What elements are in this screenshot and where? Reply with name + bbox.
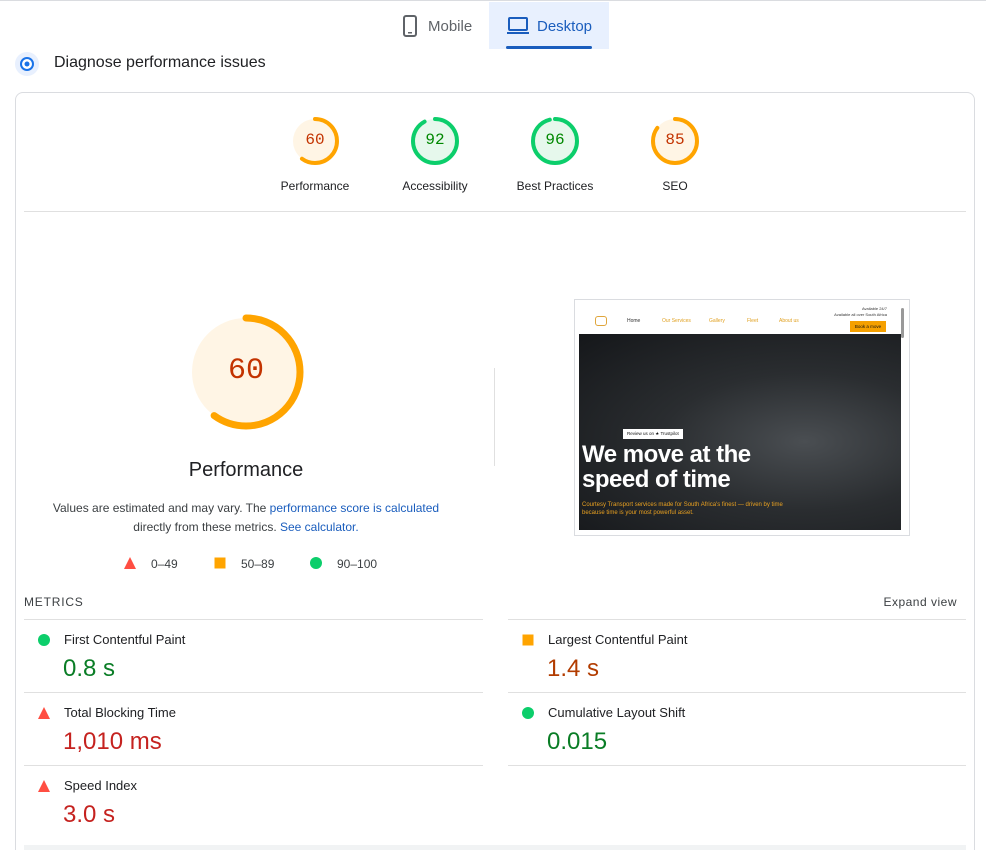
gauge-bg bbox=[293, 119, 337, 163]
gauge-bg bbox=[653, 119, 697, 163]
gauge-bg bbox=[413, 119, 457, 163]
score-value: 60 bbox=[227, 354, 264, 388]
metric-name: First Contentful Paint bbox=[64, 632, 186, 647]
gauge-arc bbox=[531, 117, 579, 165]
headline: We move at the bbox=[582, 441, 751, 468]
circle-icon bbox=[310, 557, 322, 569]
score-value: 92 bbox=[425, 131, 445, 150]
metric-divider bbox=[24, 692, 483, 693]
tab-icon bbox=[507, 17, 529, 34]
score-gauge bbox=[531, 117, 579, 165]
section-title: Diagnose performance issues bbox=[54, 54, 266, 71]
square-icon bbox=[214, 557, 226, 569]
gauge-arc bbox=[188, 314, 304, 430]
metric-value: 0.8 s bbox=[63, 655, 116, 682]
main-label: Performance bbox=[188, 459, 304, 481]
expand-view[interactable]: Expand view bbox=[883, 595, 957, 609]
book-button: Book a move bbox=[850, 321, 886, 332]
score-value: 96 bbox=[545, 131, 565, 150]
score-value: 60 bbox=[305, 131, 325, 150]
score-label: Accessibility bbox=[402, 179, 468, 193]
note-link[interactable]: See calculator. bbox=[279, 520, 359, 534]
legend-label: 50–89 bbox=[241, 557, 275, 571]
bottom-strip bbox=[24, 845, 966, 850]
metric-name: Speed Index bbox=[64, 778, 138, 793]
tab[interactable]: Desktop bbox=[489, 2, 609, 49]
score-label: SEO bbox=[662, 179, 688, 193]
divider bbox=[494, 368, 495, 466]
headline: speed of time bbox=[582, 466, 731, 493]
hero-subtitle: Courtesy Transport services made for Sou… bbox=[582, 502, 783, 508]
gauge-bg bbox=[533, 119, 577, 163]
gauge-arc bbox=[411, 117, 459, 165]
metric-value: 3.0 s bbox=[63, 801, 116, 828]
triangle-icon bbox=[38, 707, 50, 719]
metric-name: Total Blocking Time bbox=[64, 705, 176, 720]
circle-icon bbox=[522, 707, 534, 719]
triangle-icon bbox=[38, 780, 50, 792]
metric-value: 1.4 s bbox=[547, 655, 600, 682]
gauge-arc bbox=[291, 117, 339, 165]
tab-underline bbox=[506, 46, 592, 49]
nav-item: Gallery bbox=[709, 318, 725, 324]
note-text: Values are estimated and may vary. The bbox=[52, 501, 270, 515]
logo bbox=[595, 316, 607, 326]
divider bbox=[24, 211, 966, 212]
legend-label: 0–49 bbox=[151, 557, 178, 571]
tab-label: Mobile bbox=[428, 18, 473, 35]
screenshot: Home Our Services Gallery Fleet About us Avai… bbox=[574, 299, 910, 536]
tab[interactable]: Mobile bbox=[395, 2, 485, 49]
tab-label: Desktop bbox=[537, 18, 593, 35]
triangle-icon bbox=[124, 557, 136, 569]
metric-value: 0.015 bbox=[547, 728, 608, 755]
metric-name: Cumulative Layout Shift bbox=[548, 705, 686, 720]
metric-value: 1,010 ms bbox=[63, 728, 162, 755]
metric-divider bbox=[508, 765, 966, 766]
nav-item: About us bbox=[779, 318, 799, 324]
square-icon bbox=[522, 634, 534, 646]
score-gauge bbox=[651, 117, 699, 165]
badge: Review us on ★ Trustpilot bbox=[623, 429, 683, 439]
score-label: Best Practices bbox=[516, 179, 594, 193]
gauge-bg bbox=[192, 318, 300, 426]
scrollbar bbox=[901, 308, 904, 338]
nav-item: Fleet bbox=[747, 318, 759, 324]
score-label: Performance bbox=[280, 179, 350, 193]
nav-item: Our Services bbox=[662, 318, 691, 324]
score-gauge bbox=[291, 117, 339, 165]
card bbox=[15, 92, 975, 850]
top-border bbox=[0, 0, 986, 1]
hero-subtitle: because time is your most powerful asset… bbox=[582, 510, 694, 516]
legend-label: 90–100 bbox=[337, 557, 378, 571]
hero-image: Review us on ★ Trustpilot We move at the s… bbox=[579, 334, 901, 530]
note-link[interactable]: performance score is calculated bbox=[269, 501, 440, 515]
score-gauge bbox=[411, 117, 459, 165]
availability: Available 24/7 bbox=[861, 306, 887, 311]
availability: Available all over South Africa bbox=[834, 312, 887, 317]
tab-icon bbox=[403, 15, 417, 37]
nav-item: Home bbox=[627, 318, 641, 324]
score-value: 85 bbox=[665, 131, 685, 150]
section-icon bbox=[15, 52, 39, 76]
main-gauge bbox=[188, 314, 304, 430]
note: Values are estimated and may vary. The p… bbox=[40, 499, 452, 537]
metric-divider bbox=[24, 765, 483, 766]
metrics-heading: METRICS bbox=[24, 595, 84, 609]
metric-divider bbox=[24, 619, 483, 620]
metric-divider bbox=[508, 692, 966, 693]
circle-icon bbox=[38, 634, 50, 646]
note-text: directly from these metrics. bbox=[133, 520, 280, 534]
gauge-arc bbox=[651, 117, 699, 165]
metric-name: Largest Contentful Paint bbox=[548, 632, 688, 647]
metric-divider bbox=[508, 619, 966, 620]
